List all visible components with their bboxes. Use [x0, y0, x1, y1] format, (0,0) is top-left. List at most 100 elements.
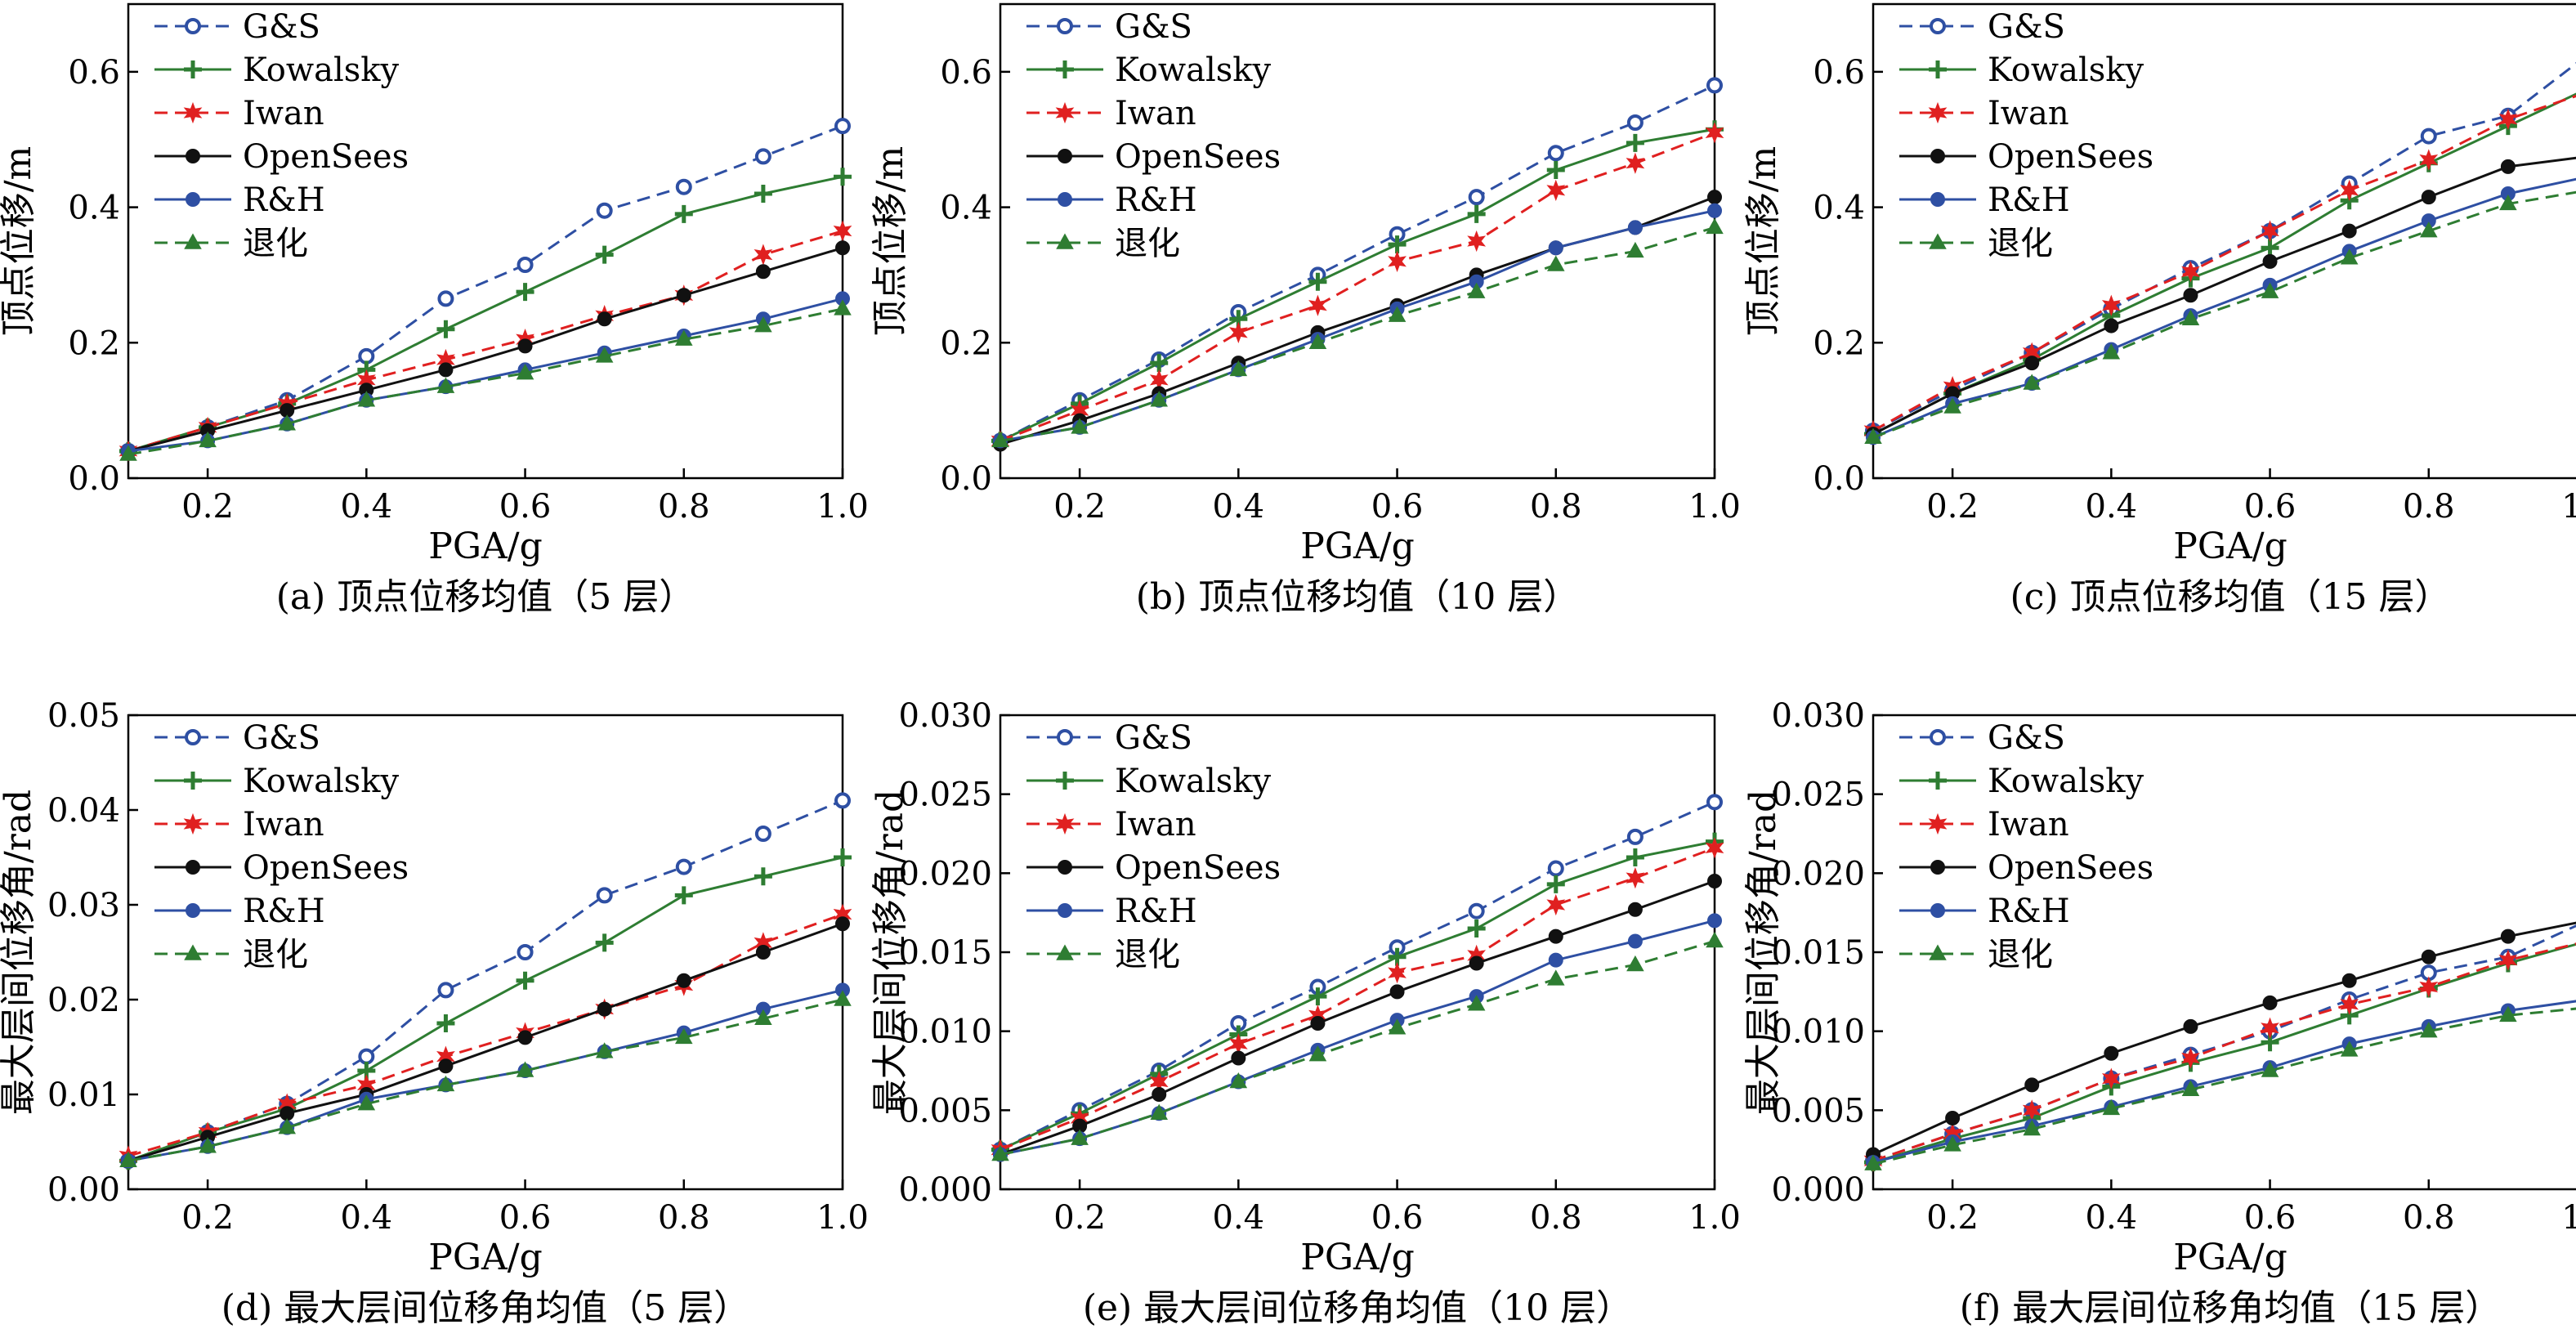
series-line [1872, 942, 2576, 1164]
legend-item: Iwan [1899, 806, 2069, 844]
data-point [2023, 374, 2042, 390]
subfigure-caption: (a) 顶点位移均值（5 层） [276, 576, 695, 618]
x-tick-label: 0.2 [1053, 488, 1106, 526]
legend-marker [184, 772, 202, 790]
data-point [754, 867, 772, 886]
legend-item: R&H [1899, 893, 2070, 930]
series-6 [1864, 1005, 2576, 1170]
data-point [675, 178, 692, 195]
y-tick-label: 0.020 [1771, 855, 1865, 893]
data-point [436, 377, 455, 393]
data-point [674, 1027, 693, 1045]
data-point [2261, 282, 2279, 298]
data-point [516, 971, 534, 990]
legend-marker [1058, 192, 1072, 207]
legend-item: 退化 [1026, 225, 1180, 262]
data-point [1467, 204, 1486, 223]
legend-item: G&S [154, 719, 320, 757]
data-point [2420, 128, 2437, 145]
legend-label: Kowalsky [1115, 51, 1272, 89]
x-tick-label: 0.4 [341, 488, 393, 526]
x-axis-label: PGA/g [2173, 1237, 2288, 1278]
data-point [1546, 179, 1566, 201]
legend: G&S Kowalsky Iwan OpenSees R&H 退化 [1026, 719, 1281, 973]
x-tick-label: 0.2 [1926, 1199, 1979, 1237]
data-point [1943, 1135, 1961, 1152]
data-point [675, 858, 692, 875]
data-point [1706, 931, 1724, 948]
series-5 [993, 913, 1722, 1162]
legend-marker [1928, 101, 1948, 124]
legend-marker [1929, 60, 1947, 78]
data-point [2024, 1077, 2040, 1093]
series-line [1000, 879, 1715, 1156]
data-point [516, 283, 534, 302]
x-tick-label: 0.6 [499, 488, 552, 526]
series-2 [991, 832, 1724, 1159]
data-point [1546, 875, 1565, 893]
legend-marker [1058, 860, 1072, 875]
data-point [2421, 190, 2436, 205]
y-tick-label: 0.2 [68, 324, 120, 362]
chart-panel-1: 0.0 0.2 0.4 0.6 0.2 0.4 0.6 0.8 1.0 PGA/g 顶点位移/m (a… [0, 2, 869, 618]
data-point [1548, 952, 1563, 968]
data-point [2419, 222, 2438, 238]
x-tick-label: 0.8 [2403, 488, 2455, 526]
legend-marker [1928, 812, 1948, 835]
legend-marker [1057, 18, 1073, 34]
series-line [127, 799, 843, 1162]
x-tick-label: 0.8 [1530, 488, 1582, 526]
legend-marker [185, 18, 201, 34]
legend-label: Iwan [243, 95, 324, 132]
chart-panel-5: 0.000 0.005 0.010 0.015 0.020 0.025 0.030 0.2 0.… [870, 697, 1741, 1329]
legend-item: 退化 [1899, 225, 2053, 262]
data-point [2421, 949, 2436, 964]
data-point [1864, 427, 1882, 445]
data-point [1548, 929, 1563, 944]
legend-label: OpenSees [1115, 849, 1281, 887]
data-point [1308, 272, 1327, 291]
x-tick-label: 0.4 [1213, 1199, 1265, 1237]
x-tick-label: 1.0 [1688, 1199, 1741, 1237]
legend-marker [1055, 101, 1075, 124]
legend-item: 退化 [1899, 936, 2053, 973]
legend-label: Kowalsky [1115, 763, 1272, 800]
legend-label: Kowalsky [1988, 51, 2144, 89]
data-point [1467, 282, 1486, 298]
y-tick-label: 0.000 [898, 1171, 992, 1209]
data-point [2101, 1067, 2121, 1090]
series-1 [120, 118, 851, 459]
data-point [2500, 159, 2516, 174]
data-point [597, 311, 612, 327]
data-point [596, 202, 613, 219]
series-5 [1866, 177, 2576, 445]
y-tick-label: 0.025 [898, 776, 992, 814]
data-point [517, 257, 534, 273]
legend-marker [186, 149, 200, 163]
legend-marker [1058, 149, 1072, 163]
data-point [754, 244, 773, 266]
legend-label: OpenSees [1988, 138, 2153, 176]
y-tick-label: 0.2 [1813, 324, 1865, 362]
legend-marker [185, 729, 201, 745]
data-point [1626, 114, 1644, 131]
x-tick-label: 0.2 [181, 488, 234, 526]
y-tick-label: 0.0 [68, 460, 120, 498]
x-tick-label: 0.8 [658, 1199, 710, 1237]
legend-label: G&S [243, 719, 320, 757]
y-tick-label: 0.01 [47, 1076, 120, 1114]
data-point [2181, 1047, 2200, 1069]
data-point [278, 1118, 297, 1134]
x-tick-label: 0.2 [181, 1199, 234, 1237]
data-point [436, 1014, 455, 1032]
x-tick-label: 1.0 [2561, 488, 2576, 526]
x-axis-label: PGA/g [1300, 526, 1415, 567]
data-point [1308, 1045, 1327, 1062]
series-2 [119, 168, 852, 460]
series-line [1872, 190, 2576, 439]
series-line [1872, 92, 2576, 436]
y-tick-label: 0.02 [47, 982, 120, 1019]
legend-item: G&S [154, 8, 320, 46]
data-point [1706, 77, 1723, 94]
